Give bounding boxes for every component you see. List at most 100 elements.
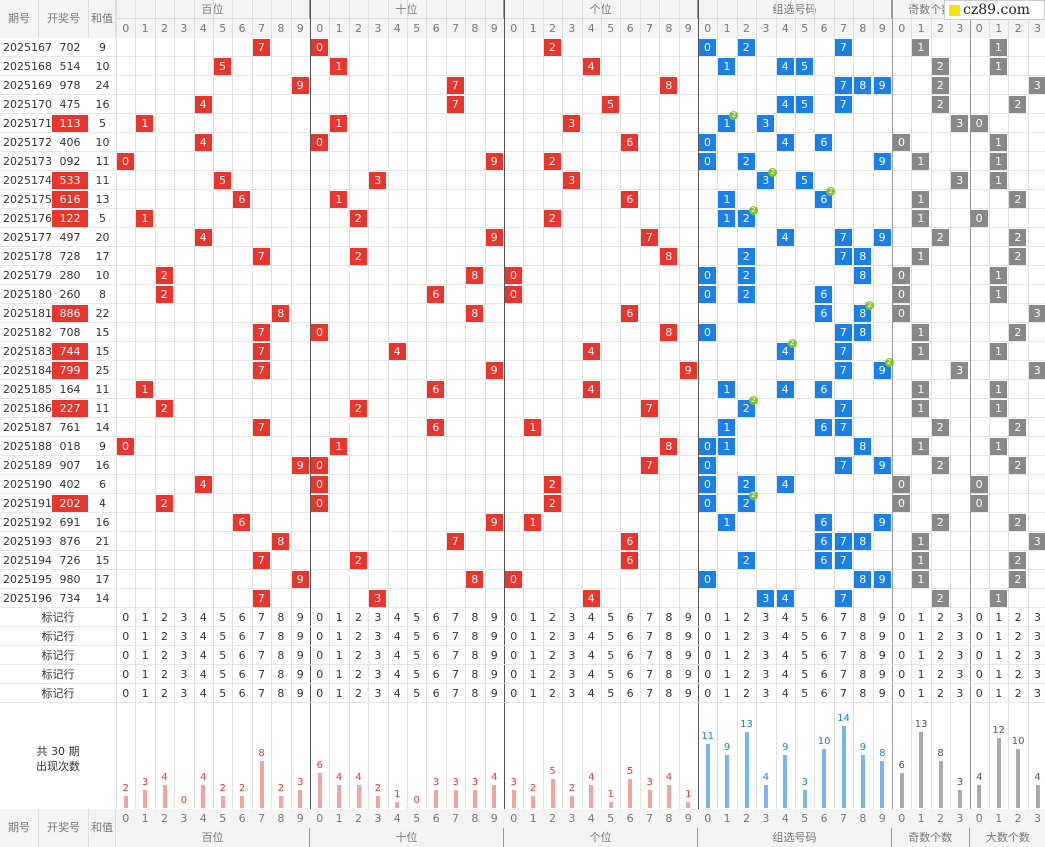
marker-digit[interactable]: 3 [956, 649, 964, 662]
marker-digit[interactable]: 6 [820, 668, 828, 681]
marker-digit[interactable]: 0 [704, 611, 712, 624]
marker-digit[interactable]: 0 [975, 611, 983, 624]
marker-digit[interactable]: 8 [471, 630, 479, 643]
marker-digit[interactable]: 4 [587, 630, 595, 643]
marker-digit[interactable]: 4 [781, 687, 789, 700]
marker-digit[interactable]: 6 [626, 649, 634, 662]
marker-digit[interactable]: 2 [742, 668, 750, 681]
marker-digit[interactable]: 7 [451, 668, 459, 681]
marker-digit[interactable]: 4 [781, 611, 789, 624]
marker-digit[interactable]: 9 [296, 687, 304, 700]
marker-digit[interactable]: 1 [917, 687, 925, 700]
marker-digit[interactable]: 8 [277, 668, 285, 681]
marker-digit[interactable]: 1 [335, 649, 343, 662]
marker-digit[interactable]: 1 [141, 687, 149, 700]
marker-digit[interactable]: 4 [199, 668, 207, 681]
marker-digit[interactable]: 7 [451, 630, 459, 643]
marker-digit[interactable]: 8 [859, 611, 867, 624]
marker-digit[interactable]: 3 [568, 630, 576, 643]
marker-digit[interactable]: 3 [374, 630, 382, 643]
marker-digit[interactable]: 7 [451, 611, 459, 624]
marker-digit[interactable]: 7 [257, 630, 265, 643]
marker-digit[interactable]: 4 [393, 611, 401, 624]
marker-digit[interactable]: 1 [529, 687, 537, 700]
marker-digit[interactable]: 2 [936, 611, 944, 624]
marker-digit[interactable]: 0 [510, 687, 518, 700]
marker-digit[interactable]: 2 [548, 630, 556, 643]
marker-digit[interactable]: 2 [742, 611, 750, 624]
marker-digit[interactable]: 7 [839, 630, 847, 643]
marker-digit[interactable]: 4 [393, 687, 401, 700]
marker-digit[interactable]: 9 [296, 611, 304, 624]
marker-digit[interactable]: 6 [432, 649, 440, 662]
marker-digit[interactable]: 6 [820, 611, 828, 624]
marker-digit[interactable]: 1 [917, 668, 925, 681]
marker-digit[interactable]: 8 [277, 649, 285, 662]
marker-digit[interactable]: 3 [374, 668, 382, 681]
marker-digit[interactable]: 9 [490, 649, 498, 662]
marker-digit[interactable]: 7 [451, 649, 459, 662]
marker-digit[interactable]: 1 [335, 611, 343, 624]
marker-digit[interactable]: 3 [180, 649, 188, 662]
marker-digit[interactable]: 9 [490, 668, 498, 681]
marker-digit[interactable]: 0 [510, 630, 518, 643]
marker-digit[interactable]: 1 [995, 611, 1003, 624]
marker-digit[interactable]: 3 [956, 630, 964, 643]
marker-digit[interactable]: 9 [296, 668, 304, 681]
marker-digit[interactable]: 0 [122, 687, 130, 700]
marker-digit[interactable]: 4 [587, 611, 595, 624]
marker-digit[interactable]: 8 [277, 630, 285, 643]
marker-digit[interactable]: 5 [607, 630, 615, 643]
marker-digit[interactable]: 9 [878, 668, 886, 681]
marker-digit[interactable]: 0 [975, 687, 983, 700]
marker-digit[interactable]: 4 [781, 668, 789, 681]
marker-digit[interactable]: 0 [316, 668, 324, 681]
marker-digit[interactable]: 8 [277, 611, 285, 624]
marker-digit[interactable]: 8 [665, 687, 673, 700]
marker-digit[interactable]: 3 [762, 630, 770, 643]
marker-digit[interactable]: 7 [839, 649, 847, 662]
marker-digit[interactable]: 3 [568, 649, 576, 662]
marker-digit[interactable]: 6 [626, 687, 634, 700]
marker-digit[interactable]: 9 [296, 649, 304, 662]
marker-digit[interactable]: 3 [762, 611, 770, 624]
marker-digit[interactable]: 2 [1014, 611, 1022, 624]
marker-digit[interactable]: 7 [645, 668, 653, 681]
marker-digit[interactable]: 9 [684, 668, 692, 681]
marker-digit[interactable]: 3 [1033, 649, 1041, 662]
marker-digit[interactable]: 3 [956, 687, 964, 700]
marker-digit[interactable]: 8 [665, 649, 673, 662]
marker-digit[interactable]: 9 [684, 630, 692, 643]
marker-digit[interactable]: 3 [180, 687, 188, 700]
marker-digit[interactable]: 5 [607, 668, 615, 681]
marker-digit[interactable]: 3 [568, 687, 576, 700]
marker-digit[interactable]: 8 [665, 630, 673, 643]
marker-digit[interactable]: 5 [413, 611, 421, 624]
marker-digit[interactable]: 3 [1033, 687, 1041, 700]
marker-digit[interactable]: 3 [1033, 668, 1041, 681]
marker-digit[interactable]: 2 [936, 630, 944, 643]
marker-digit[interactable]: 5 [219, 630, 227, 643]
marker-digit[interactable]: 0 [898, 649, 906, 662]
marker-digit[interactable]: 1 [335, 630, 343, 643]
marker-digit[interactable]: 2 [548, 611, 556, 624]
marker-digit[interactable]: 2 [1014, 649, 1022, 662]
marker-digit[interactable]: 8 [665, 611, 673, 624]
marker-digit[interactable]: 1 [723, 668, 731, 681]
marker-digit[interactable]: 2 [160, 668, 168, 681]
marker-digit[interactable]: 4 [587, 649, 595, 662]
marker-digit[interactable]: 8 [471, 649, 479, 662]
marker-digit[interactable]: 0 [975, 649, 983, 662]
marker-digit[interactable]: 8 [471, 668, 479, 681]
marker-digit[interactable]: 1 [723, 649, 731, 662]
marker-digit[interactable]: 5 [219, 687, 227, 700]
marker-digit[interactable]: 2 [936, 687, 944, 700]
marker-digit[interactable]: 8 [277, 687, 285, 700]
marker-digit[interactable]: 2 [160, 649, 168, 662]
marker-digit[interactable]: 5 [413, 687, 421, 700]
marker-digit[interactable]: 5 [607, 611, 615, 624]
marker-digit[interactable]: 2 [1014, 687, 1022, 700]
marker-digit[interactable]: 8 [471, 611, 479, 624]
marker-digit[interactable]: 1 [529, 649, 537, 662]
marker-digit[interactable]: 2 [936, 668, 944, 681]
